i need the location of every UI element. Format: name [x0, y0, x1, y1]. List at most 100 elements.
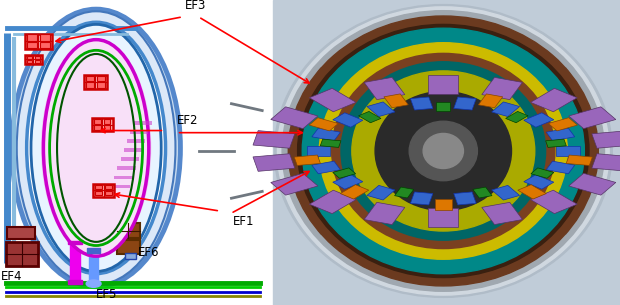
Bar	[592, 154, 620, 171]
Ellipse shape	[274, 5, 613, 297]
Ellipse shape	[288, 16, 598, 286]
Text: EF1: EF1	[232, 215, 254, 228]
Bar	[271, 173, 318, 195]
Bar	[95, 185, 102, 189]
Bar	[428, 208, 458, 227]
Bar	[492, 102, 520, 117]
Bar	[454, 97, 476, 110]
Ellipse shape	[298, 24, 589, 278]
Bar	[410, 192, 433, 205]
Bar	[112, 185, 130, 188]
Text: EF6: EF6	[138, 246, 159, 259]
Bar	[506, 111, 528, 123]
Bar	[309, 190, 356, 213]
Bar	[25, 55, 42, 64]
Bar	[524, 113, 554, 127]
Bar	[309, 88, 356, 112]
Bar	[569, 107, 616, 129]
Ellipse shape	[43, 40, 149, 256]
Bar	[546, 139, 566, 147]
Ellipse shape	[352, 71, 534, 231]
Bar	[384, 94, 408, 108]
Bar	[364, 202, 405, 224]
Bar	[27, 42, 37, 48]
Bar	[435, 199, 452, 210]
Bar	[531, 88, 577, 112]
Bar	[40, 34, 50, 41]
Bar	[454, 192, 476, 205]
Bar	[394, 187, 414, 198]
Bar	[473, 187, 492, 198]
Bar	[94, 119, 101, 124]
Bar	[524, 175, 554, 189]
Bar	[273, 0, 620, 305]
Text: EF2: EF2	[177, 113, 198, 127]
Bar	[436, 102, 450, 111]
Bar	[86, 82, 94, 88]
Bar	[35, 56, 40, 59]
Bar	[70, 243, 80, 282]
Text: EF3: EF3	[185, 0, 206, 12]
Bar	[556, 146, 580, 156]
Bar	[25, 34, 52, 49]
Bar	[7, 227, 35, 239]
Bar	[548, 118, 577, 131]
Bar	[340, 185, 369, 199]
Bar	[410, 97, 433, 110]
Bar	[27, 34, 37, 41]
Bar	[0, 0, 273, 305]
Bar	[89, 252, 98, 282]
Bar	[546, 128, 575, 141]
Bar	[104, 119, 110, 124]
Bar	[294, 155, 321, 165]
Bar	[121, 157, 140, 161]
Bar	[27, 60, 32, 63]
Bar	[546, 161, 575, 174]
Bar	[428, 75, 458, 94]
Bar	[105, 191, 112, 195]
Bar	[492, 185, 520, 200]
Bar	[117, 223, 140, 238]
Bar	[125, 253, 136, 259]
Bar	[127, 139, 145, 143]
Ellipse shape	[423, 134, 463, 168]
Bar	[95, 191, 102, 195]
Ellipse shape	[27, 22, 166, 274]
Bar	[118, 167, 136, 170]
Bar	[312, 128, 340, 141]
Ellipse shape	[302, 28, 584, 274]
Bar	[104, 125, 110, 130]
Ellipse shape	[41, 38, 151, 257]
Bar	[307, 146, 330, 156]
Bar	[253, 131, 294, 148]
Bar	[367, 102, 395, 117]
Bar	[124, 148, 143, 152]
Bar	[569, 173, 616, 195]
Ellipse shape	[31, 24, 161, 271]
Bar	[93, 184, 114, 197]
Ellipse shape	[332, 53, 555, 249]
Ellipse shape	[375, 92, 511, 210]
Bar	[321, 139, 341, 147]
Bar	[566, 155, 592, 165]
Text: EF5: EF5	[96, 288, 117, 301]
Bar	[97, 82, 105, 88]
Bar	[482, 77, 523, 100]
Bar	[482, 202, 523, 224]
Bar	[333, 113, 363, 127]
Bar	[531, 190, 577, 213]
Bar	[367, 185, 395, 200]
Bar	[27, 56, 32, 59]
Bar	[253, 154, 294, 171]
Ellipse shape	[409, 121, 477, 181]
Bar	[68, 280, 82, 284]
Ellipse shape	[282, 11, 604, 291]
Bar	[333, 168, 356, 178]
Bar	[518, 185, 546, 199]
Bar	[84, 75, 107, 89]
Ellipse shape	[17, 11, 175, 285]
Bar	[364, 77, 405, 100]
Bar	[117, 240, 140, 254]
Bar	[531, 168, 554, 178]
Bar	[309, 118, 339, 131]
